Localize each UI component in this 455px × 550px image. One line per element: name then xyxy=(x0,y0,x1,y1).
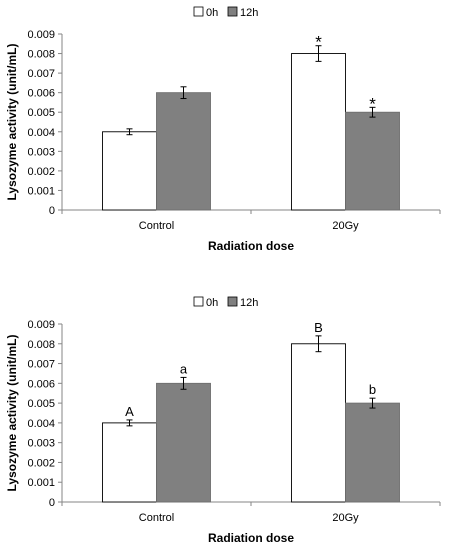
x-category-label: Control xyxy=(139,220,174,232)
x-category-label: 20Gy xyxy=(332,512,359,524)
legend-swatch-0h xyxy=(193,6,204,17)
significance-label: A xyxy=(125,404,134,419)
chart-top: 0h 12h 0 0.001 0.002 0.003 0.004 0.005 0.006 0.00… xyxy=(5,6,441,253)
y-tick-label: 0.005 xyxy=(27,107,55,119)
bar-12h-20Gy xyxy=(345,402,400,503)
bar-0h-20Gy xyxy=(291,53,346,211)
significance-label: * xyxy=(315,33,322,52)
y-tick-label: 0.006 xyxy=(27,88,55,100)
y-tick-label: 0.008 xyxy=(27,49,55,61)
bar-12h-20Gy xyxy=(345,111,400,211)
y-tick-label: 0.001 xyxy=(27,185,55,197)
y-tick-label: 0.005 xyxy=(27,398,55,410)
bar-12h-Control xyxy=(156,382,211,503)
significance-label: a xyxy=(180,361,188,376)
y-tick-label: 0.002 xyxy=(27,166,55,178)
chart-bottom: 0h 12h 0 0.001 0.002 0.003 0.004 0.005 0.006 0.00… xyxy=(5,296,441,545)
x-category-label: 20Gy xyxy=(332,220,359,232)
y-tick-label: 0.009 xyxy=(27,319,55,331)
legend-label-0h: 0h xyxy=(206,297,218,309)
y-tick-label: 0.003 xyxy=(27,438,55,450)
x-category-label: Control xyxy=(139,512,174,524)
legend-label-12h: 12h xyxy=(240,297,258,309)
y-tick-label: 0.007 xyxy=(27,359,55,371)
significance-label: b xyxy=(369,382,376,397)
y-tick-label: 0.006 xyxy=(27,378,55,390)
y-axis-title: Lysozyme activity (unit/mL) xyxy=(5,44,19,201)
significance-label: * xyxy=(369,94,376,113)
significance-label: B xyxy=(314,320,323,335)
y-tick-label: 0.004 xyxy=(27,418,55,430)
bar-0h-20Gy xyxy=(291,343,346,503)
legend-label-12h: 12h xyxy=(240,7,258,19)
x-axis-title: Radiation dose xyxy=(208,239,294,253)
y-tick-label: 0.004 xyxy=(27,127,55,139)
y-tick-label: 0.002 xyxy=(27,457,55,469)
y-axis-title: Lysozyme activity (unit/mL) xyxy=(5,335,19,492)
bar-0h-Control xyxy=(102,422,157,503)
legend-swatch-12h xyxy=(227,296,238,307)
y-tick-label: 0.009 xyxy=(27,29,55,41)
y-tick-label: 0 xyxy=(49,205,55,217)
legend-swatch-0h xyxy=(193,296,204,307)
legend-label-0h: 0h xyxy=(206,7,218,19)
y-tick-label: 0.003 xyxy=(27,146,55,158)
y-tick-label: 0.008 xyxy=(27,339,55,351)
bar-12h-Control xyxy=(156,92,211,211)
x-axis-title: Radiation dose xyxy=(208,531,294,545)
bar-0h-Control xyxy=(102,131,157,211)
y-tick-label: 0 xyxy=(49,497,55,509)
y-tick-label: 0.001 xyxy=(27,477,55,489)
legend-swatch-12h xyxy=(227,6,238,17)
y-tick-label: 0.007 xyxy=(27,68,55,80)
